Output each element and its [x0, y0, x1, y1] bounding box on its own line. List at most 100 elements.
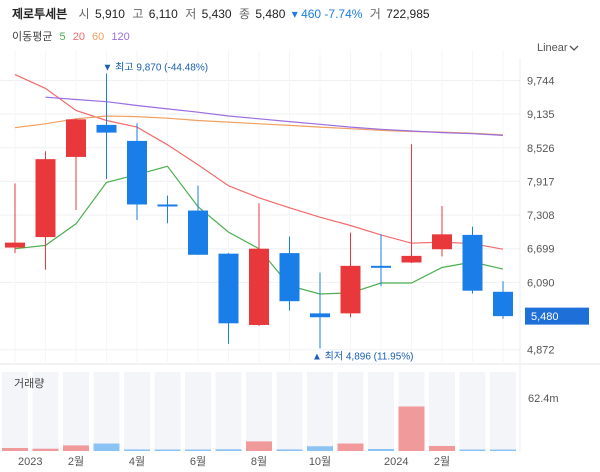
candle	[218, 253, 239, 344]
candle	[188, 185, 208, 255]
candle-body	[432, 234, 452, 250]
close-value: 5,480	[255, 7, 285, 21]
volume-bar	[429, 445, 455, 451]
date-tick-label: 2월	[68, 455, 84, 468]
volume-bar	[63, 445, 89, 451]
high-annotation: ▼ 최고 9,870 (-44.48%)	[103, 61, 209, 73]
volume-column-bg	[63, 372, 89, 451]
ma-legend-title: 이동평균	[12, 30, 52, 43]
ma-line-120	[45, 96, 504, 136]
candles	[5, 73, 513, 349]
price-axis: 9,744 9,135 8,526 7,917 7,308 6,699 6,090 4,872	[527, 75, 555, 356]
volume-bar	[2, 447, 28, 451]
candle-body	[96, 124, 117, 133]
candle-body	[249, 248, 269, 325]
candle-body	[66, 119, 86, 157]
current-price-label: 5,480	[531, 311, 559, 323]
candle	[493, 281, 513, 319]
date-tick-label: 2월	[434, 455, 450, 468]
ohlc-header: 제로투세븐 시 5,910 고 6,110 저 5,430 종 5,480 ▾ …	[12, 6, 430, 21]
volume-column-bg	[215, 372, 242, 451]
candle-body	[371, 265, 391, 268]
open-label: 시	[79, 7, 90, 21]
candle	[432, 206, 452, 257]
candle-body	[218, 253, 239, 324]
candle	[401, 144, 422, 264]
candle	[157, 195, 178, 224]
high-value: 6,110	[149, 7, 178, 21]
candle-body	[157, 204, 178, 207]
volume-bar	[185, 449, 211, 451]
volume-bar	[215, 449, 242, 451]
candle	[371, 234, 391, 287]
volume-column-bg	[32, 372, 59, 451]
volume-value: 722,985	[386, 7, 430, 21]
volume-bar	[337, 443, 364, 451]
volume-column-bg	[490, 372, 516, 451]
price-tick-label: 8,526	[527, 143, 555, 155]
chevron-down-icon[interactable]	[569, 45, 579, 51]
ma-legend: 이동평균 5 20 60 120	[12, 30, 130, 43]
volume-column-bg	[368, 372, 394, 451]
candle	[96, 73, 117, 180]
volume-bar	[459, 449, 486, 451]
candle-body	[310, 313, 330, 318]
date-axis: 2023 2월 4월 6월 8월 10월 2024 2월	[18, 455, 450, 468]
close-label: 종	[239, 7, 250, 21]
change-value: ▾ 460 -7.74%	[292, 7, 363, 21]
volume-column-bg	[154, 372, 181, 451]
volume-column-bg	[337, 372, 364, 451]
volume-bar	[276, 449, 303, 451]
volume-panel-title: 거래량	[14, 377, 44, 390]
candle	[310, 272, 330, 349]
ma-legend-60: 60	[92, 31, 104, 43]
current-price-tag: 5,480	[525, 307, 589, 325]
candle-body	[401, 255, 422, 263]
candle	[66, 118, 86, 210]
current-price-box	[525, 307, 589, 325]
volume-column-bg	[124, 372, 150, 451]
scale-selector[interactable]: Linear	[537, 42, 579, 54]
candle-body	[5, 242, 25, 248]
high-label: 고	[132, 7, 143, 21]
volume-bar	[246, 441, 272, 451]
ma-legend-5: 5	[60, 31, 66, 43]
open-value: 5,910	[95, 7, 125, 21]
candle	[35, 151, 56, 270]
candle	[5, 183, 25, 254]
price-tick-label: 7,308	[527, 210, 555, 222]
ma-legend-120: 120	[111, 31, 129, 43]
volume-panel	[2, 372, 516, 451]
date-tick-label: 2023	[18, 456, 42, 468]
candle	[340, 232, 361, 318]
volume-bar	[368, 448, 394, 451]
candle-body	[127, 140, 147, 205]
date-tick-label: 8월	[251, 455, 267, 468]
price-tick-label: 4,872	[527, 345, 555, 357]
date-tick-label: 6월	[190, 455, 206, 468]
volume-column-bg	[2, 372, 28, 451]
date-tick-label: 4월	[129, 455, 145, 468]
candle-body	[340, 265, 361, 314]
scale-selector-label[interactable]: Linear	[537, 42, 568, 54]
volume-bar	[398, 406, 425, 451]
candle	[279, 236, 300, 311]
volume-bar	[490, 449, 516, 451]
date-tick-label: 2024	[384, 456, 408, 468]
price-tick-label: 9,135	[527, 109, 555, 121]
ma-legend-20: 20	[73, 31, 85, 43]
price-tick-label: 6,090	[527, 277, 555, 289]
candle-body	[462, 234, 483, 291]
price-tick-label: 7,917	[527, 176, 555, 188]
volume-column-bg	[459, 372, 486, 451]
candle	[462, 226, 483, 294]
volume-bar	[307, 446, 333, 451]
volume-column-bg	[185, 372, 211, 451]
date-tick-label: 10월	[309, 455, 331, 468]
volume-column-bg	[246, 372, 272, 451]
volume-bar	[124, 449, 150, 451]
low-value: 5,430	[202, 7, 232, 21]
candle-body	[35, 159, 56, 238]
volume-tick-label: 62.4m	[528, 393, 559, 405]
